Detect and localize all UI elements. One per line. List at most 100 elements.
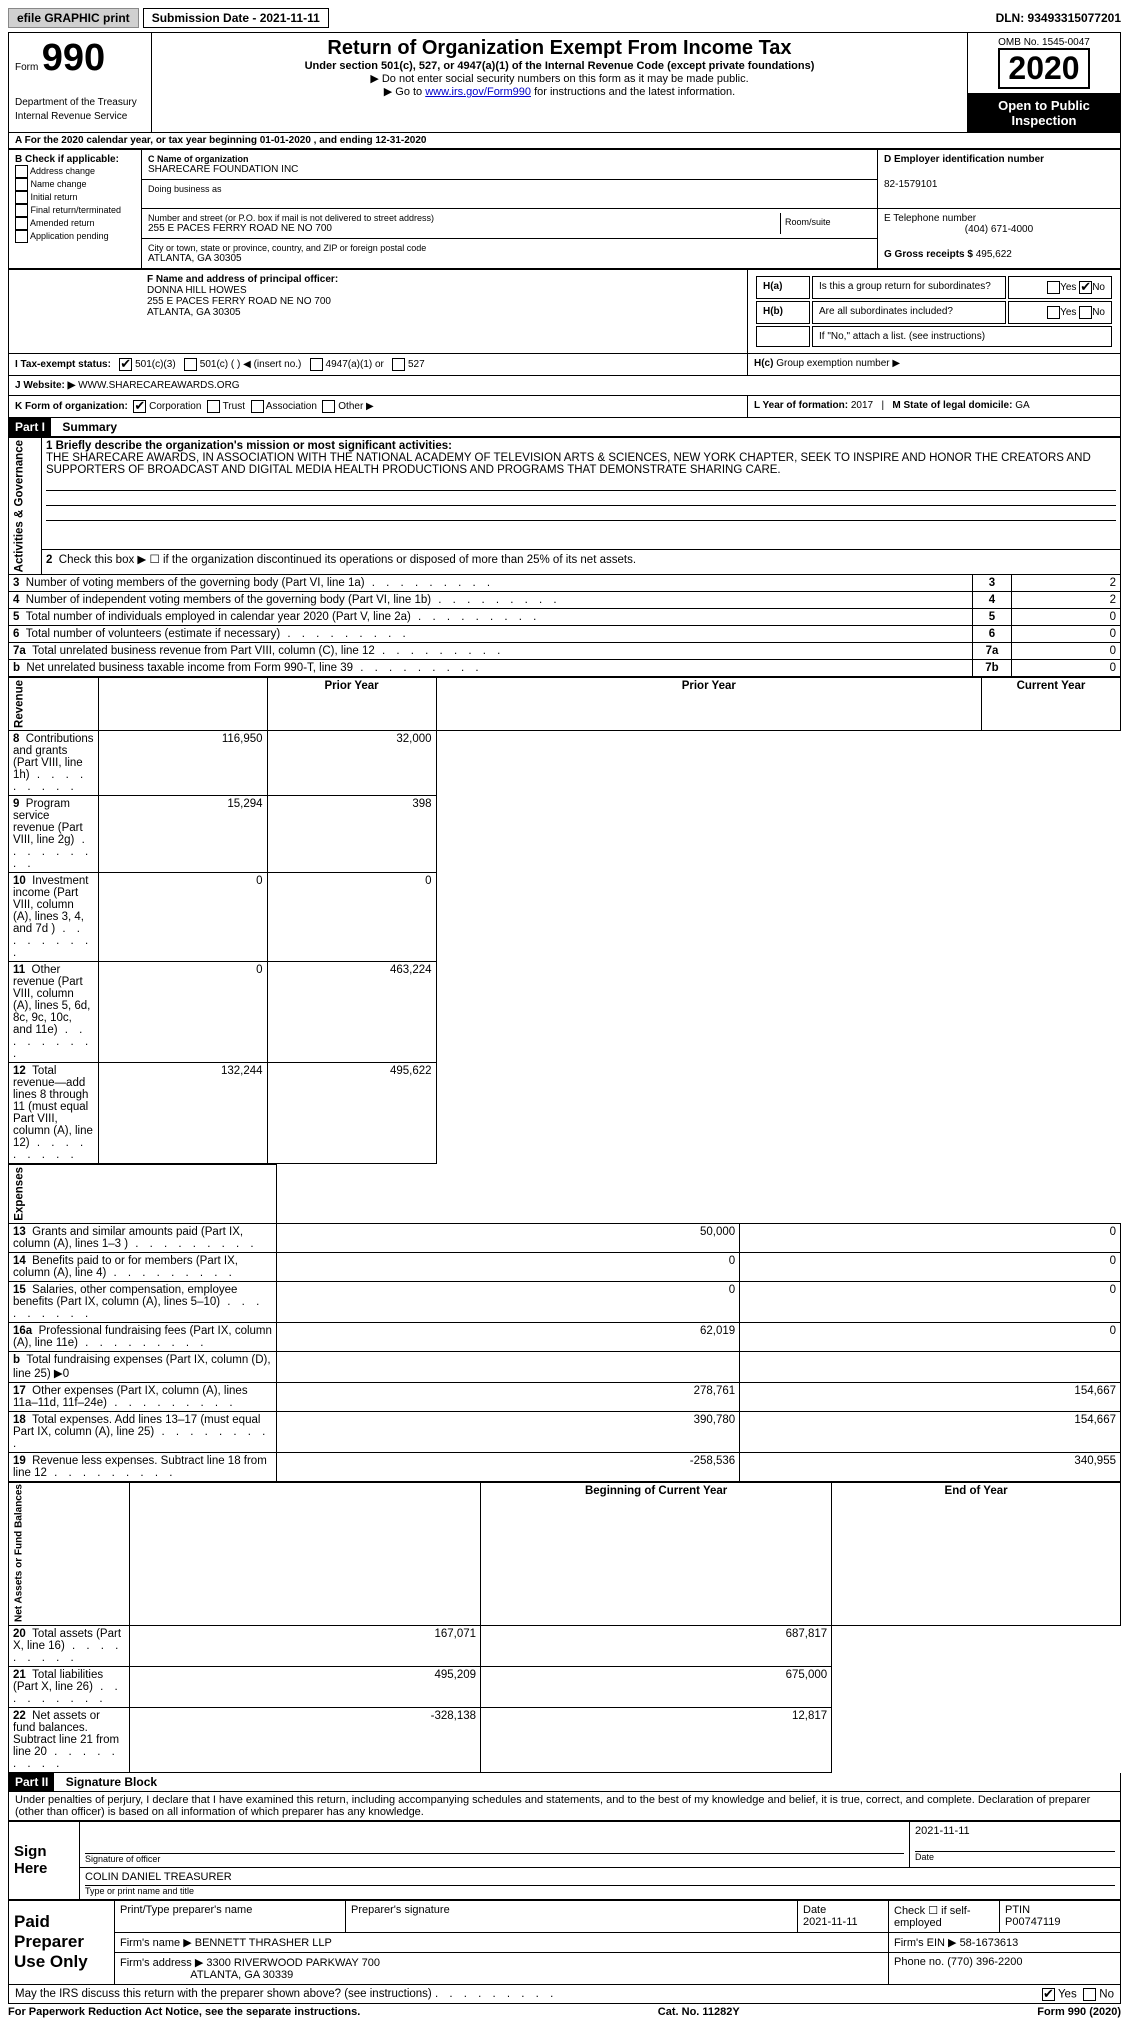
cb-app-pending[interactable] [15, 230, 28, 243]
date-label: Date [915, 1852, 1115, 1862]
table-row: 22 Net assets or fund balances. Subtract… [9, 1707, 1121, 1772]
prep-date: 2021-11-11 [803, 1916, 858, 1928]
cb-other[interactable] [322, 400, 335, 413]
ptin: P00747119 [1005, 1916, 1060, 1928]
cb-label: Name change [31, 179, 87, 189]
prep-sig-label: Preparer's signature [346, 1900, 798, 1932]
cb-hb-no[interactable] [1079, 306, 1092, 319]
paid-preparer-label: Paid Preparer Use Only [9, 1900, 115, 1984]
addr-label: Number and street (or P.O. box if mail i… [148, 213, 780, 223]
part1-title: Summary [54, 420, 117, 434]
may-discuss: May the IRS discuss this return with the… [15, 1988, 432, 2000]
sign-here-label: Sign Here [9, 1821, 80, 1899]
table-row: 12 Total revenue—add lines 8 through 11 … [9, 1063, 1121, 1164]
opt-501c: 501(c) ( ) ◀ (insert no.) [200, 359, 302, 370]
section-governance: Activities & Governance [9, 438, 42, 575]
name-title-label: Type or print name and title [85, 1886, 1115, 1896]
section-netassets: Net Assets or Fund Balances [9, 1482, 130, 1625]
line-a: A [15, 135, 25, 146]
box-l-label: L Year of formation: [754, 400, 851, 411]
dept-label: Department of the Treasury Internal Reve… [15, 97, 137, 122]
cb-initial-return[interactable] [15, 191, 28, 204]
cb-assoc[interactable] [251, 400, 264, 413]
footer-formno: Form 990 (2020) [1037, 2006, 1121, 2018]
state-domicile: GA [1015, 400, 1029, 411]
city-label: City or town, state or province, country… [148, 243, 871, 253]
cb-name-change[interactable] [15, 178, 28, 191]
cb-label: Amended return [30, 218, 95, 228]
cb-label: Final return/terminated [31, 205, 122, 215]
opt-trust: Trust [223, 401, 245, 412]
irs-link[interactable]: www.irs.gov/Form990 [425, 86, 531, 98]
box-b-label: B Check if applicable: [15, 154, 135, 165]
cb-501c3[interactable] [119, 358, 132, 371]
perjury-statement: Under penalties of perjury, I declare th… [8, 1792, 1121, 1821]
table-row: 18 Total expenses. Add lines 13–17 (must… [9, 1411, 1121, 1452]
form-label: Form [15, 62, 38, 73]
cb-ha-no[interactable] [1079, 281, 1092, 294]
efile-print-button[interactable]: efile GRAPHIC print [8, 8, 139, 28]
box-g-label: G Gross receipts $ [884, 249, 976, 260]
officer-name: DONNA HILL HOWES [147, 285, 247, 296]
cb-ha-yes[interactable] [1047, 281, 1060, 294]
table-row: 13 Grants and similar amounts paid (Part… [9, 1223, 1121, 1252]
box-e-label: E Telephone number [884, 213, 1114, 224]
mission-label: 1 Briefly describe the organization's mi… [46, 440, 1116, 452]
firm-ein-label: Firm's EIN ▶ [894, 1937, 957, 1949]
footer-catno: Cat. No. 11282Y [658, 2006, 740, 2018]
h-c-label: Group exemption number ▶ [776, 358, 900, 369]
table-row: 21 Total liabilities (Part X, line 26) 4… [9, 1666, 1121, 1707]
table-row: 8 Contributions and grants (Part VIII, l… [9, 731, 1121, 796]
box-i-label: I Tax-exempt status: [15, 359, 111, 370]
cb-discuss-yes[interactable] [1042, 1988, 1055, 2001]
form-title: Return of Organization Exempt From Incom… [158, 37, 961, 60]
table-row: 17 Other expenses (Part IX, column (A), … [9, 1382, 1121, 1411]
opt-527: 527 [408, 359, 425, 370]
ptin-label: PTIN [1005, 1904, 1030, 1916]
open-to-public: Open to Public Inspection [968, 94, 1121, 133]
cb-527[interactable] [392, 358, 405, 371]
table-row: 11 Other revenue (Part VIII, column (A),… [9, 962, 1121, 1063]
cb-hb-yes[interactable] [1047, 306, 1060, 319]
form-number: 990 [42, 37, 105, 79]
mission-text: THE SHARECARE AWARDS, IN ASSOCIATION WIT… [46, 452, 1116, 476]
firm-addr-label: Firm's address ▶ [120, 1957, 203, 1969]
cb-label: Address change [30, 166, 95, 176]
firm-name-label: Firm's name ▶ [120, 1937, 192, 1949]
table-row: 14 Benefits paid to or for members (Part… [9, 1252, 1121, 1281]
table-row: 3 Number of voting members of the govern… [9, 575, 1121, 592]
col-boy: Beginning of Current Year [481, 1482, 832, 1625]
part2-title: Signature Block [58, 1775, 157, 1789]
note-goto-post: for instructions and the latest informat… [534, 86, 735, 98]
note-ssn: ▶ Do not enter social security numbers o… [158, 72, 961, 85]
table-row: 6 Total number of volunteers (estimate i… [9, 626, 1121, 643]
table-row: 16a Professional fundraising fees (Part … [9, 1322, 1121, 1351]
box-c-label: C Name of organization [148, 154, 871, 164]
part1-header: Part I [9, 418, 51, 436]
col-current: Current Year [982, 678, 1121, 731]
col-eoy: End of Year [832, 1482, 1121, 1625]
gross-receipts: 495,622 [976, 249, 1012, 260]
cb-discuss-no[interactable] [1083, 1988, 1096, 2001]
phone-label: Phone no. [894, 1956, 944, 1968]
dba-label: Doing business as [148, 184, 871, 194]
room-label: Room/suite [785, 217, 865, 227]
telephone: (404) 671-4000 [884, 224, 1114, 235]
opt-assoc: Association [266, 401, 317, 412]
cb-amended[interactable] [15, 217, 28, 230]
note-goto-pre: ▶ Go to [384, 86, 425, 98]
table-row: 15 Salaries, other compensation, employe… [9, 1281, 1121, 1322]
firm-ein: 58-1673613 [960, 1937, 1019, 1949]
prep-name-label: Print/Type preparer's name [115, 1900, 346, 1932]
cb-address-change[interactable] [15, 165, 28, 178]
cb-final-return[interactable] [15, 204, 28, 217]
cb-501c[interactable] [184, 358, 197, 371]
table-row: b Total fundraising expenses (Part IX, c… [9, 1351, 1121, 1382]
cb-4947[interactable] [310, 358, 323, 371]
table-row: 7a Total unrelated business revenue from… [9, 643, 1121, 660]
h-b-label: Are all subordinates included? [812, 301, 1006, 324]
footer-paperwork: For Paperwork Reduction Act Notice, see … [8, 2006, 360, 2018]
cb-corp[interactable] [133, 400, 146, 413]
line2: Check this box ▶ ☐ if the organization d… [59, 554, 636, 566]
cb-trust[interactable] [207, 400, 220, 413]
